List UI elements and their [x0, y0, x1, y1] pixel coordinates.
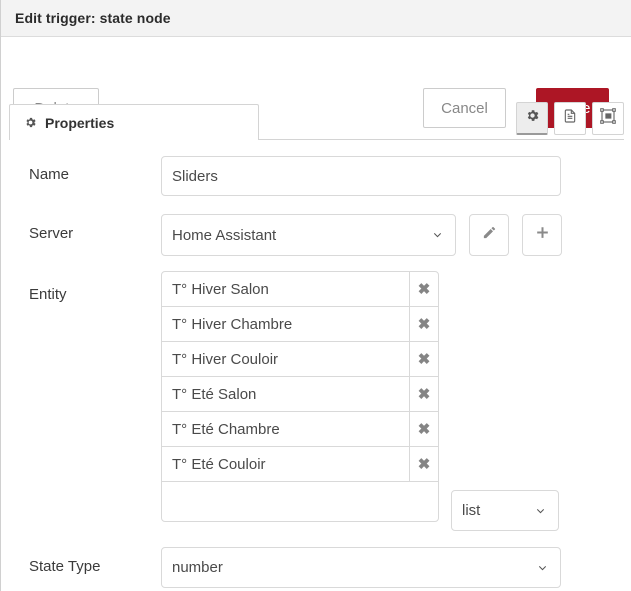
- entity-list-item[interactable]: T° Eté Couloir ✖: [161, 446, 439, 482]
- pencil-icon: [482, 225, 497, 245]
- server-select-value: Home Assistant: [172, 226, 277, 244]
- entity-list-item[interactable]: T° Eté Chambre ✖: [161, 411, 439, 447]
- remove-entity-button[interactable]: ✖: [409, 447, 438, 481]
- plus-icon: [535, 225, 550, 245]
- remove-entity-button[interactable]: ✖: [409, 412, 438, 446]
- edit-server-button[interactable]: [469, 214, 509, 256]
- server-select[interactable]: Home Assistant: [161, 214, 456, 256]
- close-x-icon: ✖: [417, 385, 431, 403]
- state-type-label: State Type: [29, 558, 101, 575]
- cancel-button[interactable]: Cancel: [423, 88, 506, 128]
- chevron-down-icon: [433, 233, 442, 238]
- entity-value[interactable]: T° Eté Couloir: [172, 455, 266, 473]
- server-label: Server: [29, 225, 74, 242]
- entity-match-type-select[interactable]: list: [451, 490, 559, 531]
- tab-properties[interactable]: Properties: [9, 104, 259, 140]
- tab-strip: Properties: [9, 102, 624, 140]
- dialog-toolbar: Delete Cancel Done: [1, 38, 631, 128]
- entity-list: T° Hiver Salon ✖ T° Hiver Chambre ✖ T° H…: [161, 271, 439, 522]
- chevron-down-icon: [536, 508, 545, 513]
- remove-entity-button[interactable]: ✖: [409, 377, 438, 411]
- appearance-icon: [599, 107, 617, 130]
- state-type-value: number: [172, 559, 223, 576]
- remove-entity-button[interactable]: ✖: [409, 272, 438, 306]
- entity-value[interactable]: T° Hiver Salon: [172, 280, 269, 298]
- entity-list-item[interactable]: T° Hiver Salon ✖: [161, 271, 439, 307]
- entity-label: Entity: [29, 286, 67, 303]
- gear-icon: [24, 116, 37, 129]
- dialog-title: Edit trigger: state node: [15, 10, 171, 26]
- entity-list-item[interactable]: T° Hiver Couloir ✖: [161, 341, 439, 377]
- close-x-icon: ✖: [417, 315, 431, 333]
- entity-new-input[interactable]: [161, 481, 439, 522]
- entity-value[interactable]: T° Eté Chambre: [172, 420, 280, 438]
- close-x-icon: ✖: [417, 280, 431, 298]
- appearance-icon-button[interactable]: [592, 102, 624, 135]
- entity-value[interactable]: T° Eté Salon: [172, 385, 257, 403]
- name-label: Name: [29, 166, 70, 183]
- close-x-icon: ✖: [417, 350, 431, 368]
- entity-list-item[interactable]: T° Eté Salon ✖: [161, 376, 439, 412]
- add-server-button[interactable]: [522, 214, 562, 256]
- entity-value[interactable]: T° Hiver Chambre: [172, 315, 293, 333]
- entity-value[interactable]: T° Hiver Couloir: [172, 350, 279, 368]
- entity-match-type-value: list: [462, 502, 481, 519]
- description-document-icon-button[interactable]: [554, 102, 586, 135]
- state-type-select[interactable]: number: [161, 547, 561, 588]
- close-x-icon: ✖: [417, 420, 431, 438]
- entity-list-item[interactable]: T° Hiver Chambre ✖: [161, 306, 439, 342]
- chevron-down-icon: [538, 565, 547, 570]
- remove-entity-button[interactable]: ✖: [409, 342, 438, 376]
- close-x-icon: ✖: [417, 455, 431, 473]
- properties-gear-icon-button[interactable]: [516, 102, 548, 135]
- name-input[interactable]: Sliders: [161, 156, 561, 196]
- tab-properties-label: Properties: [45, 114, 115, 131]
- dialog-header: Edit trigger: state node: [1, 0, 631, 37]
- remove-entity-button[interactable]: ✖: [409, 307, 438, 341]
- properties-gear-icon: [525, 108, 540, 128]
- description-document-icon: [562, 107, 578, 130]
- tab-tool-icons: [516, 102, 624, 135]
